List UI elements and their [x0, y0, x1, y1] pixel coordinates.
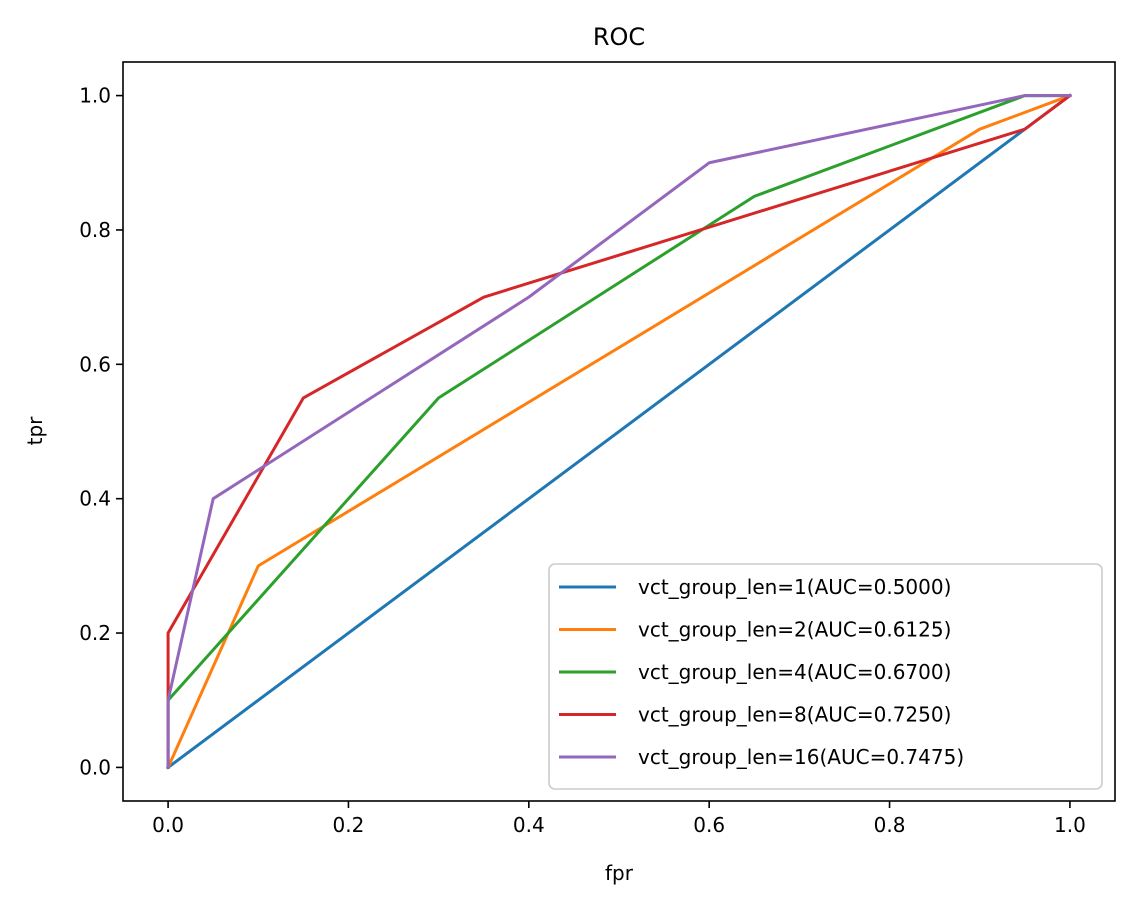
x-tick-label: 0.4	[513, 813, 545, 837]
x-tick-label: 0.2	[333, 813, 365, 837]
y-tick-label: 1.0	[79, 84, 111, 108]
x-axis-label: fpr	[605, 861, 634, 885]
y-tick-label: 0.0	[79, 755, 111, 779]
legend-label-5: vct_group_len=16(AUC=0.7475)	[638, 745, 964, 769]
legend-label-2: vct_group_len=2(AUC=0.6125)	[638, 618, 951, 642]
legend-label-3: vct_group_len=4(AUC=0.6700)	[638, 660, 951, 684]
legend: vct_group_len=1(AUC=0.5000) vct_group_len…	[548, 563, 1103, 790]
x-tick-label: 0.0	[152, 813, 184, 837]
series-line-2	[166, 93, 1072, 770]
plot-frame	[122, 61, 1116, 802]
y-axis-label: tpr	[23, 416, 47, 446]
x-tick-label: 1.0	[1054, 813, 1086, 837]
x-axis: 0.0 0.2 0.4 0.6 0.8 1.0	[152, 801, 1086, 837]
legend-box	[548, 563, 1103, 790]
chart-title: ROC	[593, 23, 645, 51]
y-tick-label: 0.2	[79, 621, 111, 645]
legend-label-4: vct_group_len=8(AUC=0.7250)	[638, 703, 951, 727]
y-tick-label: 0.6	[79, 352, 111, 376]
x-tick-label: 0.8	[874, 813, 906, 837]
y-axis: 0.0 0.2 0.4 0.6 0.8 1.0	[79, 84, 123, 779]
series-line-5	[166, 94, 1072, 769]
legend-label-1: vct_group_len=1(AUC=0.5000)	[638, 575, 951, 599]
y-tick-label: 0.8	[79, 218, 111, 242]
plot-lines	[165, 93, 1073, 770]
x-tick-label: 0.6	[693, 813, 725, 837]
y-tick-label: 0.4	[79, 487, 111, 511]
series-line-4	[166, 93, 1073, 769]
